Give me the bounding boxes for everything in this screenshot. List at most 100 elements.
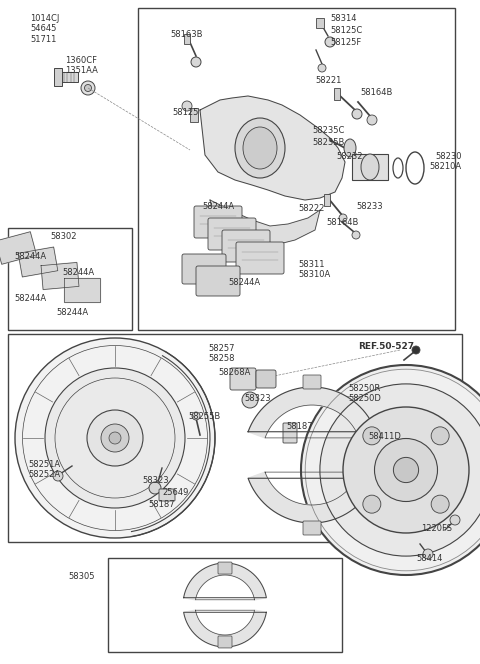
Text: 58255B: 58255B	[188, 412, 220, 421]
Text: 58125: 58125	[172, 108, 198, 117]
Text: 58221: 58221	[315, 76, 341, 85]
Text: 58244A: 58244A	[14, 252, 46, 261]
Text: 58305: 58305	[68, 572, 95, 581]
Text: 58244A: 58244A	[56, 308, 88, 317]
Circle shape	[191, 57, 201, 67]
Text: 58250R
58250D: 58250R 58250D	[348, 384, 381, 404]
FancyBboxPatch shape	[283, 423, 297, 443]
Ellipse shape	[45, 368, 185, 508]
Text: 1220FS: 1220FS	[421, 524, 452, 533]
Circle shape	[450, 515, 460, 525]
Bar	[316, 18, 324, 28]
Bar	[8, 228, 132, 330]
Circle shape	[53, 471, 63, 481]
Text: 58323: 58323	[142, 476, 168, 485]
Bar	[138, 8, 455, 330]
Circle shape	[109, 432, 121, 444]
FancyBboxPatch shape	[208, 218, 256, 250]
FancyBboxPatch shape	[196, 266, 240, 296]
Circle shape	[101, 424, 129, 452]
Polygon shape	[248, 472, 376, 523]
Text: 58125C: 58125C	[330, 26, 362, 35]
FancyBboxPatch shape	[194, 206, 242, 238]
Text: 58302: 58302	[50, 232, 76, 241]
Circle shape	[320, 384, 480, 556]
Bar	[324, 194, 330, 206]
Text: 58235B: 58235B	[312, 138, 344, 147]
Bar	[8, 334, 462, 542]
Text: 58232: 58232	[336, 152, 362, 161]
Text: REF.50-527: REF.50-527	[358, 342, 414, 351]
Text: 58323: 58323	[244, 394, 271, 403]
Circle shape	[149, 482, 161, 494]
Text: 1014CJ
54645
51711: 1014CJ 54645 51711	[30, 14, 60, 44]
Circle shape	[363, 495, 381, 513]
FancyBboxPatch shape	[256, 370, 276, 388]
Circle shape	[325, 37, 335, 47]
Circle shape	[352, 109, 362, 119]
Polygon shape	[248, 387, 376, 438]
Circle shape	[431, 495, 449, 513]
Text: 58244A: 58244A	[62, 268, 94, 277]
Text: 58268A: 58268A	[218, 368, 251, 377]
FancyBboxPatch shape	[218, 636, 232, 648]
Bar	[190, 108, 198, 122]
FancyBboxPatch shape	[230, 368, 256, 390]
Text: 58311
58310A: 58311 58310A	[298, 260, 330, 280]
Text: 58163B: 58163B	[170, 30, 203, 39]
Text: 58187: 58187	[148, 500, 175, 509]
Bar	[334, 88, 340, 100]
Text: 58164B: 58164B	[360, 88, 392, 97]
Ellipse shape	[344, 139, 356, 157]
Circle shape	[431, 427, 449, 445]
FancyBboxPatch shape	[236, 242, 284, 274]
Polygon shape	[210, 200, 320, 245]
FancyBboxPatch shape	[182, 254, 226, 284]
Text: 58314: 58314	[330, 14, 357, 23]
Text: 58257
58258: 58257 58258	[208, 344, 235, 363]
Text: 58411D: 58411D	[368, 432, 401, 441]
Circle shape	[363, 427, 381, 445]
FancyBboxPatch shape	[159, 489, 175, 501]
Circle shape	[343, 407, 469, 533]
Text: 58244A: 58244A	[14, 294, 46, 303]
Circle shape	[81, 81, 95, 95]
Circle shape	[412, 346, 420, 354]
Ellipse shape	[361, 154, 379, 180]
Text: 58233: 58233	[356, 202, 383, 211]
Bar	[108, 558, 342, 652]
Polygon shape	[64, 278, 100, 302]
Ellipse shape	[15, 338, 215, 538]
FancyBboxPatch shape	[303, 521, 321, 535]
Bar	[54, 68, 62, 86]
Text: 1360CF
1351AA: 1360CF 1351AA	[65, 56, 98, 76]
Text: 58244A: 58244A	[228, 278, 260, 287]
Circle shape	[374, 438, 437, 501]
Text: 58125F: 58125F	[330, 38, 361, 47]
FancyBboxPatch shape	[303, 375, 321, 389]
Circle shape	[182, 101, 192, 111]
Circle shape	[352, 231, 360, 239]
Polygon shape	[200, 96, 345, 200]
Polygon shape	[18, 247, 58, 277]
Polygon shape	[184, 563, 266, 600]
Text: 25649: 25649	[162, 488, 188, 497]
Circle shape	[423, 549, 433, 559]
Text: 58414: 58414	[416, 554, 443, 563]
Circle shape	[84, 84, 92, 92]
Circle shape	[242, 392, 258, 408]
Polygon shape	[41, 262, 79, 290]
Circle shape	[339, 214, 347, 222]
Bar	[184, 34, 190, 44]
Text: 58235C: 58235C	[312, 126, 344, 135]
Bar	[352, 154, 388, 180]
Text: 58222: 58222	[298, 204, 324, 213]
Circle shape	[318, 64, 326, 72]
Text: 58244A: 58244A	[202, 202, 234, 211]
Text: 58187: 58187	[286, 422, 312, 431]
FancyBboxPatch shape	[218, 562, 232, 574]
Circle shape	[192, 412, 200, 420]
Ellipse shape	[235, 118, 285, 178]
Circle shape	[394, 457, 419, 483]
Polygon shape	[184, 610, 266, 647]
